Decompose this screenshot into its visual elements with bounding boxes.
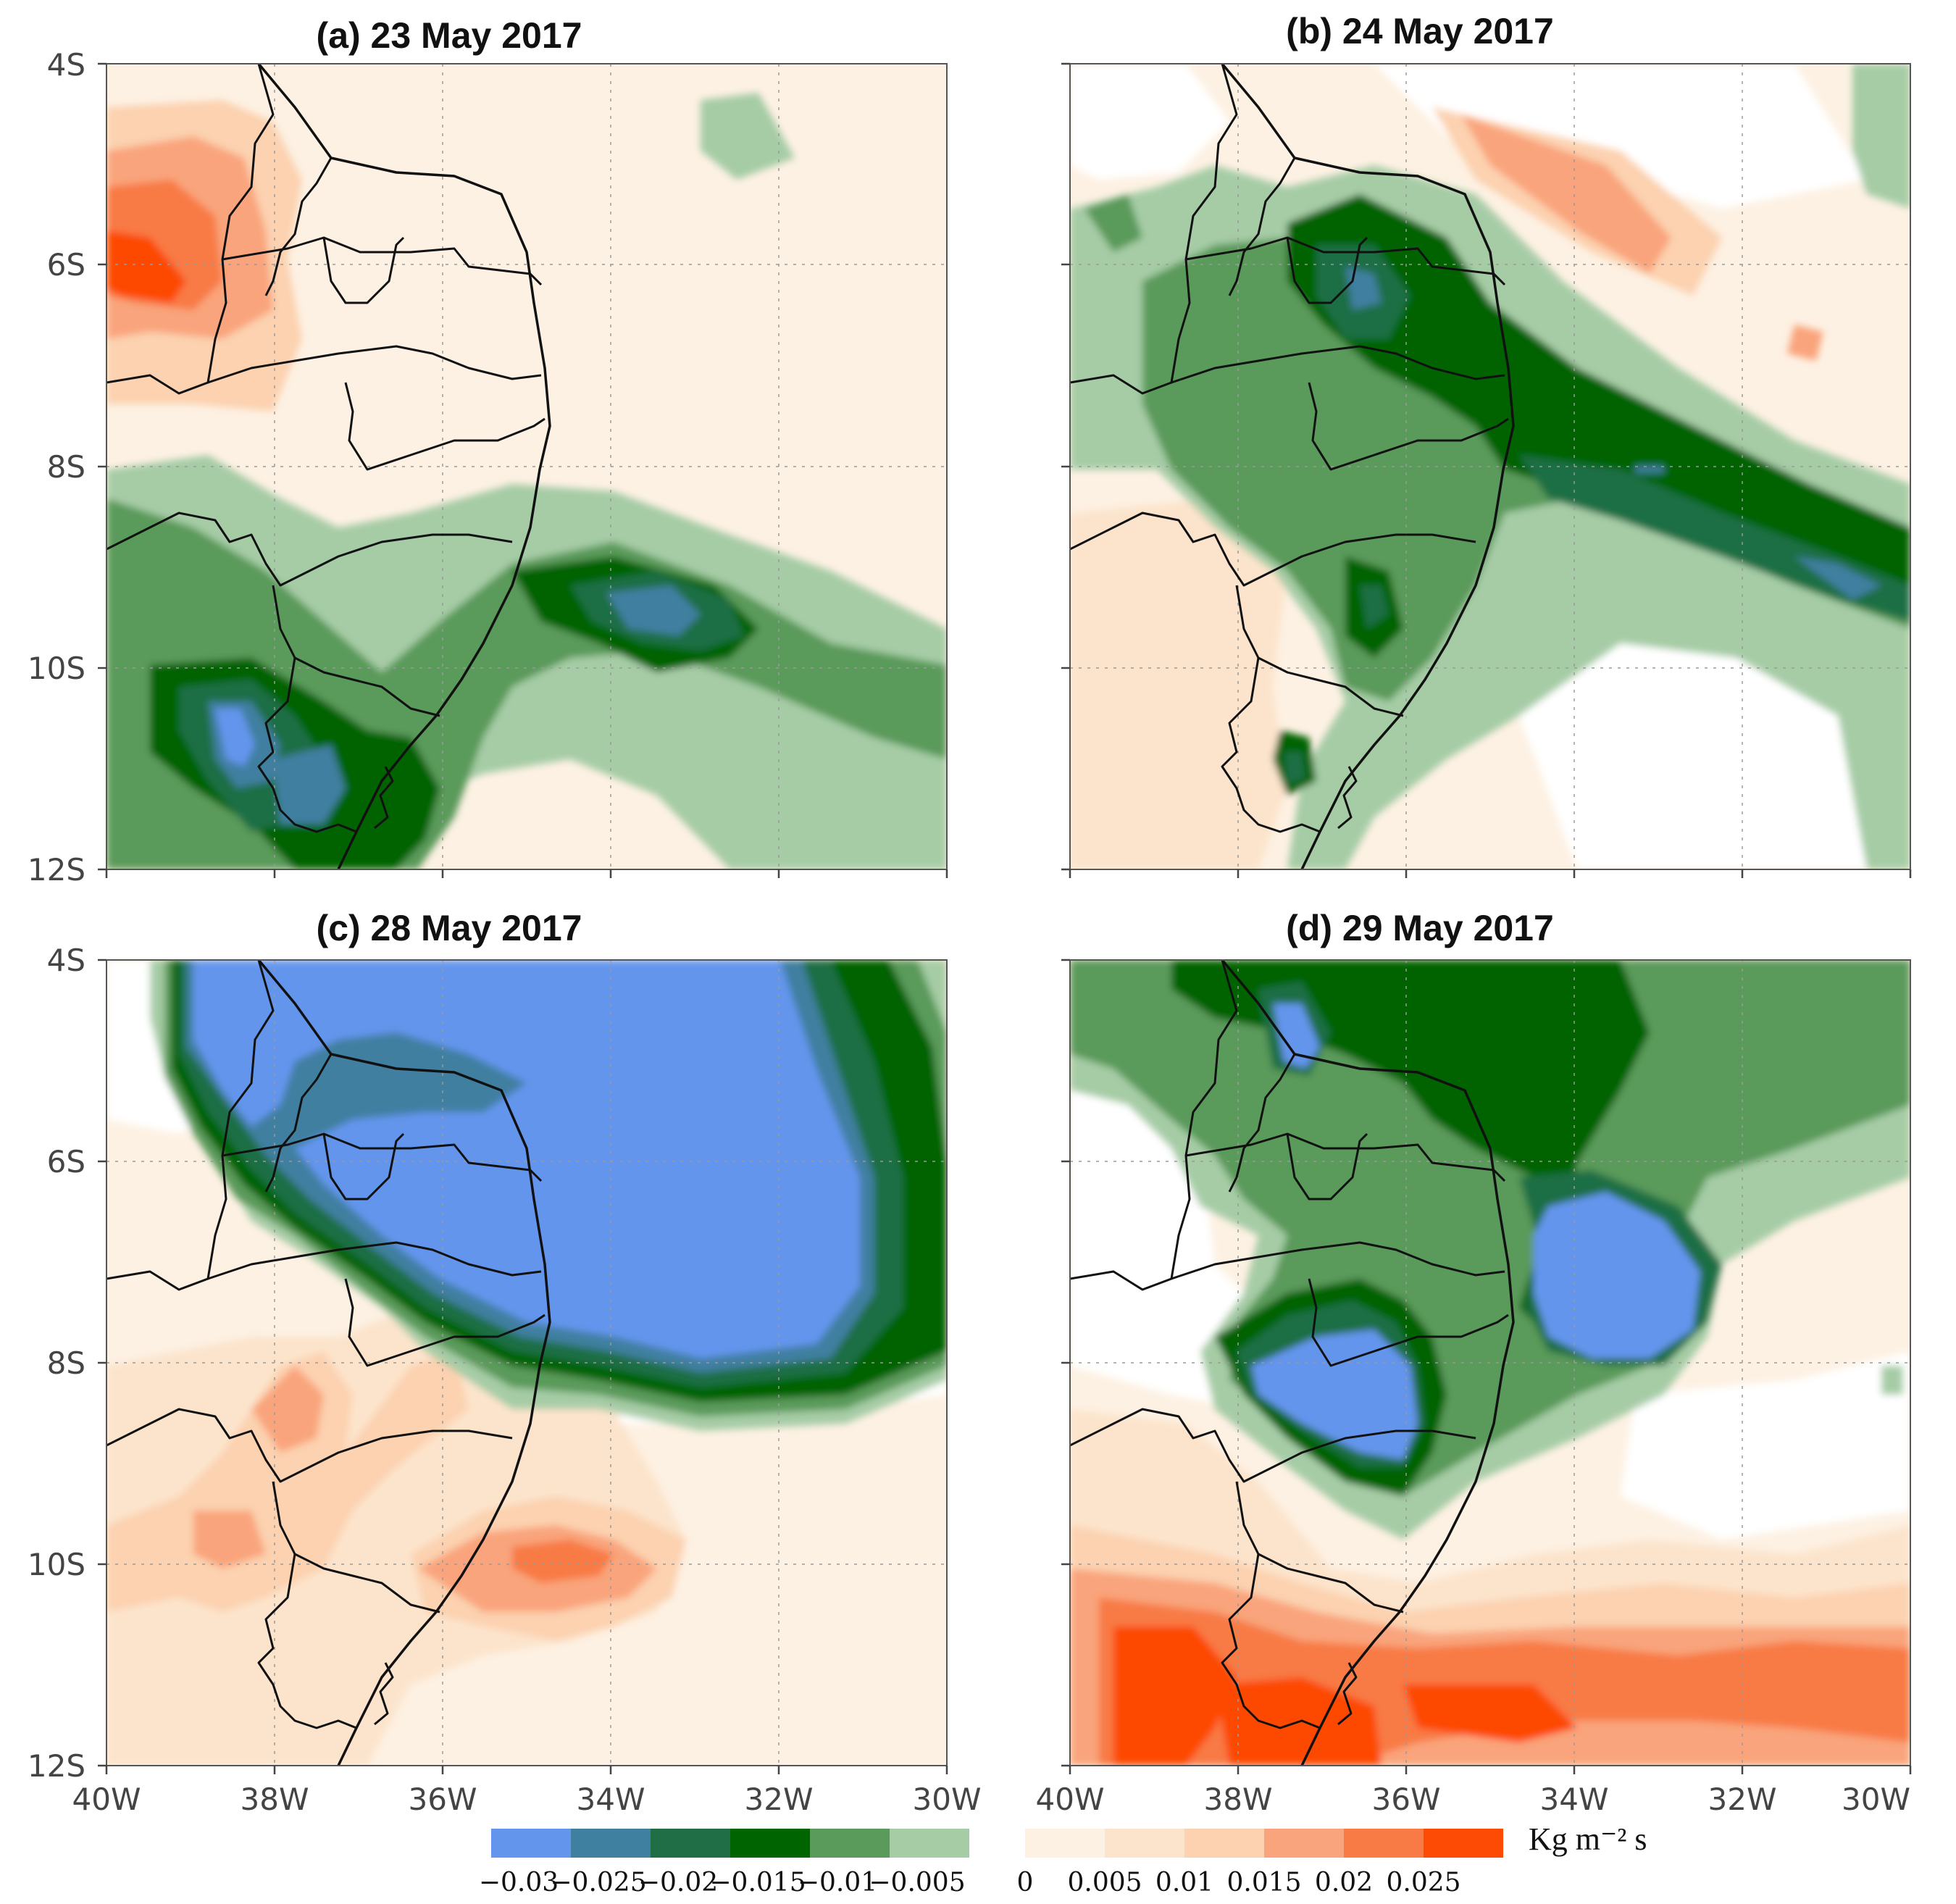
colorbar-swatch (1184, 1829, 1264, 1858)
lat-label-a-6s: 6S (47, 247, 85, 283)
colorbar-swatch (1264, 1829, 1344, 1858)
lat-label-a-8s: 8S (47, 449, 85, 485)
panel-a-field (106, 64, 947, 869)
colorbar-label: 0.005 (1067, 1868, 1142, 1897)
colorbar-label: −0.03 (479, 1868, 559, 1897)
colorbar-unit: Kg m⁻² s (1529, 1821, 1647, 1857)
colorbar-swatch (491, 1829, 571, 1858)
panel-a: (a) 23 May 2017 (106, 15, 948, 870)
lon-label-d-40w: 40W (1036, 1782, 1105, 1817)
colorbar-label: −0.02 (638, 1868, 718, 1897)
lon-label-d-36w: 36W (1372, 1782, 1441, 1817)
panel-c: (c) 28 May 2017 (106, 908, 948, 1766)
lat-label-a-4s: 4S (47, 47, 85, 83)
colorbar-swatch (730, 1829, 810, 1858)
panel-c-field (106, 960, 947, 1766)
panel-c-title: (c) 28 May 2017 (317, 908, 582, 948)
colorbar-swatch (810, 1829, 890, 1858)
lon-label-d-34w: 34W (1540, 1782, 1609, 1817)
panel-b: (b) 24 May 2017 (1069, 11, 1911, 870)
lat-label-c-10s: 10S (28, 1547, 85, 1582)
lon-label-d-38w: 38W (1204, 1782, 1273, 1817)
lat-label-c-6s: 6S (47, 1144, 85, 1179)
panel-d-title: (d) 29 May 2017 (1286, 908, 1554, 948)
lon-label-d-32w: 32W (1708, 1782, 1777, 1817)
lon-label-c-36w: 36W (409, 1782, 477, 1817)
lon-label-c-32w: 32W (745, 1782, 814, 1817)
colorbar-label: −0.005 (869, 1868, 965, 1897)
panel-d-field (1070, 960, 1910, 1766)
colorbar-label: 0.015 (1226, 1868, 1301, 1897)
colorbar: −0.03−0.025−0.02−0.015−0.01−0.005 0 0.005 0… (479, 1821, 1647, 1897)
colorbar-label: 0.01 (1155, 1868, 1213, 1897)
panel-b-field (1070, 64, 1910, 869)
colorbar-swatch (890, 1829, 969, 1858)
colorbar-swatch (1424, 1829, 1503, 1858)
lat-label-a-12s: 12S (28, 852, 85, 888)
lat-label-a-10s: 10S (28, 651, 85, 686)
axes: 4S 6S 8S 10S 12S 4S 6S 8S 10S 12S (28, 47, 1912, 1817)
colorbar-label: 0.025 (1386, 1868, 1460, 1897)
lon-label-c-34w: 34W (577, 1782, 645, 1817)
colorbar-swatch (651, 1829, 730, 1858)
lon-label-c-38w: 38W (241, 1782, 309, 1817)
lon-label-c-30w: 30W (913, 1782, 982, 1817)
lon-label-d-30w: 30W (1842, 1782, 1910, 1817)
panel-a-title: (a) 23 May 2017 (317, 15, 582, 56)
lon-label-c-40w: 40W (72, 1782, 141, 1817)
colorbar-label: −0.025 (550, 1868, 646, 1897)
lat-label-c-8s: 8S (47, 1345, 85, 1381)
colorbar-label: −0.015 (709, 1868, 806, 1897)
lat-label-c-4s: 4S (47, 943, 85, 978)
colorbar-swatch (1344, 1829, 1424, 1858)
panel-b-title: (b) 24 May 2017 (1286, 11, 1554, 51)
colorbar-label: 0.02 (1315, 1868, 1373, 1897)
colorbar-swatch (571, 1829, 651, 1858)
colorbar-label: 0 (1017, 1868, 1034, 1897)
colorbar-label: −0.01 (798, 1868, 877, 1897)
panel-d: (d) 29 May 2017 (1069, 908, 1911, 1766)
colorbar-swatch (1025, 1829, 1105, 1858)
lat-label-c-12s: 12S (28, 1748, 85, 1784)
colorbar-swatch (1105, 1829, 1184, 1858)
